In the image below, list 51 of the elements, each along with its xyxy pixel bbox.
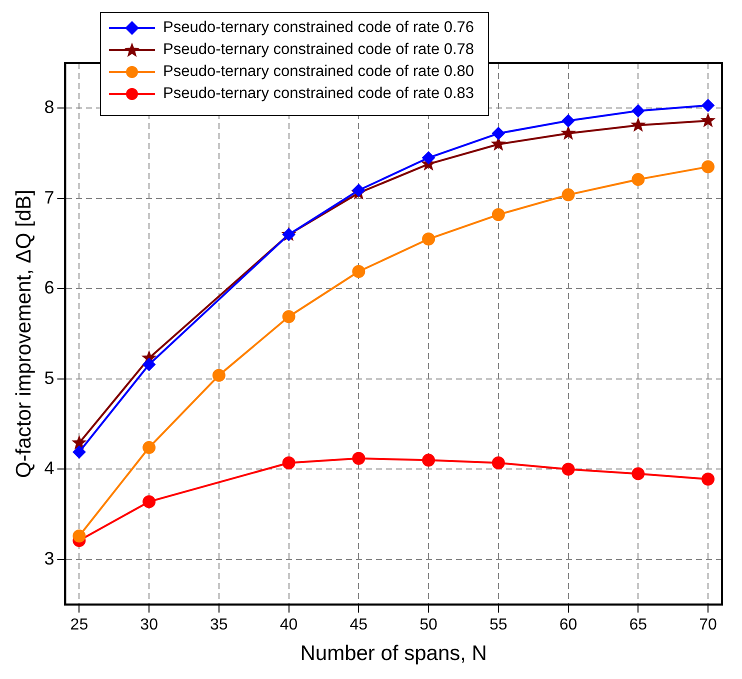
point: [352, 452, 366, 465]
point: [212, 368, 226, 382]
point: [702, 472, 715, 486]
y-tick-label: 5: [44, 368, 54, 388]
x-tick-label: 25: [70, 616, 88, 634]
x-tick-label: 65: [629, 616, 648, 634]
point: [632, 467, 645, 480]
x-tick-label: 55: [490, 616, 508, 634]
point: [702, 160, 715, 174]
point: [632, 172, 645, 186]
point: [492, 126, 505, 140]
point: [72, 529, 86, 542]
x-tick-label: 60: [559, 616, 578, 634]
y-tick-label: 7: [44, 187, 54, 208]
legend-label: Pseudo-ternary constrained code of rate 0.80: [163, 63, 474, 81]
point: [422, 232, 436, 246]
y-tick-label: 4: [44, 458, 54, 478]
point: [492, 208, 505, 222]
x-tick-label: 30: [140, 616, 158, 634]
x-axis-title: Number of spans, N: [300, 642, 487, 666]
point: [560, 125, 576, 140]
point: [142, 495, 156, 508]
y-tick-label: 8: [44, 97, 54, 118]
y-tick-label: 3: [44, 548, 54, 568]
point: [492, 456, 505, 470]
point: [632, 104, 645, 118]
y-tick-label: 6: [44, 278, 54, 298]
point: [630, 117, 646, 132]
x-tick-label: 50: [420, 616, 438, 634]
point: [142, 358, 156, 371]
point: [562, 188, 575, 202]
point: [72, 446, 86, 459]
point: [562, 114, 575, 128]
point: [72, 435, 87, 450]
legend-label: Pseudo-ternary constrained code of rate 0.76: [163, 19, 474, 37]
point: [142, 441, 156, 454]
point: [352, 265, 366, 278]
x-tick-label: 70: [699, 616, 718, 634]
point: [422, 151, 436, 164]
point: [282, 456, 296, 470]
point: [282, 310, 296, 324]
point: [700, 112, 716, 128]
point: [422, 454, 436, 467]
point: [562, 462, 575, 476]
x-tick-label: 35: [210, 616, 228, 634]
x-tick-label: 45: [350, 616, 368, 634]
legend-label: Pseudo-ternary constrained code of rate 0.78: [163, 41, 474, 59]
y-axis-title: Q-factor improvement, ΔQ [dB]: [12, 190, 36, 478]
x-tick-label: 40: [280, 616, 298, 634]
legend-label: Pseudo-ternary constrained code of rate 0.83: [163, 85, 474, 103]
point: [702, 98, 715, 112]
